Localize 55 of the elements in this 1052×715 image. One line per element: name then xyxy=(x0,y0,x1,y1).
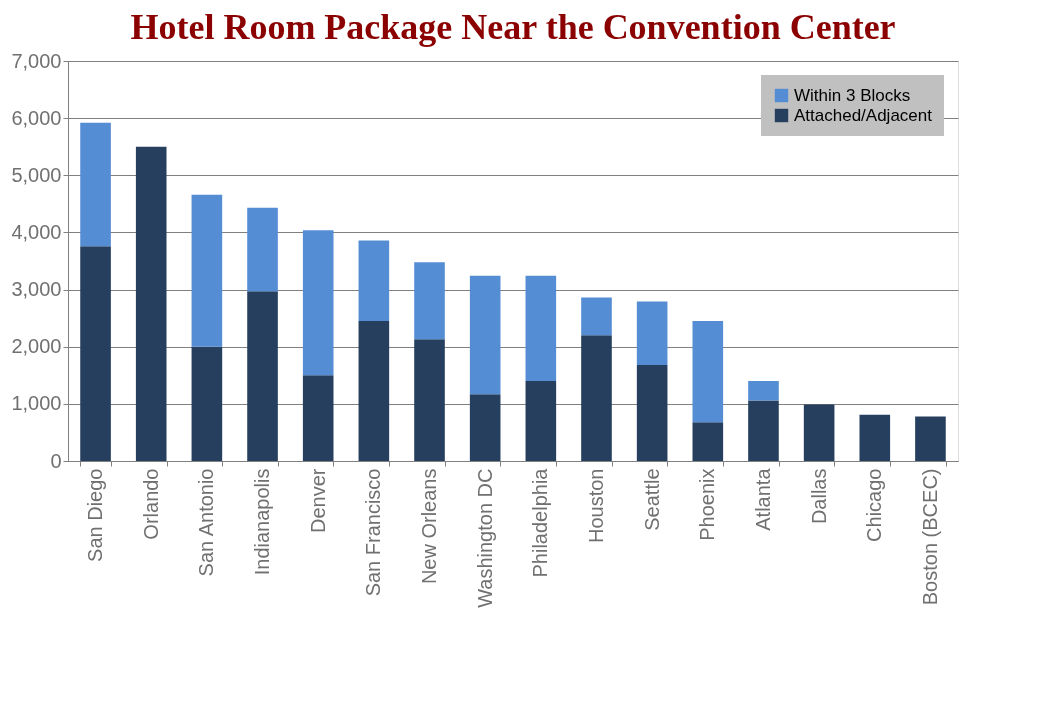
x-tick-label: Orlando xyxy=(139,468,162,540)
bar xyxy=(358,240,390,321)
y-tick-label: 5,000 xyxy=(11,163,62,186)
y-tick-label: 1,000 xyxy=(11,392,62,415)
x-tick-label: San Francisco xyxy=(362,468,385,597)
bar xyxy=(581,297,612,336)
bar xyxy=(469,275,501,395)
bar xyxy=(414,339,445,461)
bar xyxy=(692,422,724,461)
x-tick-label: Chicago xyxy=(863,468,886,542)
bar xyxy=(302,230,334,376)
x-tick-label: Boston (BCEC) xyxy=(918,468,941,606)
bar xyxy=(525,275,557,381)
x-tick-label: Washington DC xyxy=(473,468,496,608)
bar xyxy=(803,404,835,461)
bar xyxy=(191,194,223,347)
bar xyxy=(358,321,390,461)
y-tick-label: 3,000 xyxy=(11,278,62,301)
bar xyxy=(135,146,167,461)
bar xyxy=(525,381,557,461)
bar xyxy=(636,301,668,365)
bar xyxy=(692,321,724,423)
bar xyxy=(80,122,111,247)
x-tick-label: New Orleans xyxy=(418,468,441,585)
bar xyxy=(915,416,946,461)
y-tick-label: 7,000 xyxy=(11,49,62,72)
bar xyxy=(469,394,501,461)
bar xyxy=(247,291,278,461)
bar xyxy=(247,207,278,292)
x-tick-label: Houston xyxy=(584,468,607,543)
x-tick-label: Phoenix xyxy=(696,468,719,541)
bar xyxy=(859,414,891,461)
bar xyxy=(581,335,612,461)
x-tick-label: Seattle xyxy=(640,468,663,531)
chart-title: Hotel Room Package Near the Convention Center xyxy=(130,7,896,47)
x-tick-label: San Antonio xyxy=(195,468,218,577)
x-tick-label: San Diego xyxy=(84,468,107,562)
x-tick-label: Atlanta xyxy=(751,467,774,531)
x-tick-label: Dallas xyxy=(807,468,830,525)
y-tick-label: 6,000 xyxy=(11,106,62,129)
y-tick-label: 2,000 xyxy=(11,335,62,358)
bar xyxy=(302,375,334,461)
bar xyxy=(636,365,668,461)
x-tick-label: Indianapolis xyxy=(251,468,274,576)
bar xyxy=(191,346,223,461)
x-tick-label: Philadelphia xyxy=(529,467,552,578)
y-tick-label: 0 xyxy=(50,449,62,472)
bar xyxy=(414,262,445,340)
x-tick-label: Denver xyxy=(306,468,329,533)
bar xyxy=(748,381,779,401)
bar xyxy=(748,400,779,461)
bar xyxy=(80,246,111,461)
legend-label: Within 3 Blocks xyxy=(794,85,911,105)
legend-label: Attached/Adjacent xyxy=(794,105,933,125)
y-tick-label: 4,000 xyxy=(11,220,62,243)
